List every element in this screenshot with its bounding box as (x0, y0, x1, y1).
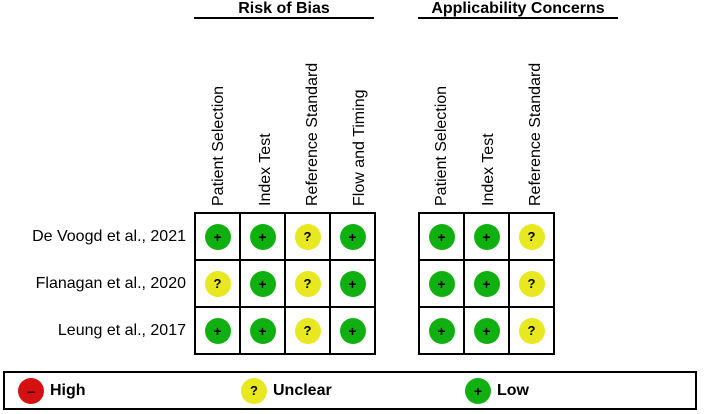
low-risk-icon: + (249, 223, 276, 250)
table-row: + +? (418, 259, 555, 308)
unclear-risk-icon: ? (204, 270, 231, 297)
col-risk-patient-selection: Patient Selection (210, 85, 227, 206)
legend-high: – High (18, 378, 86, 404)
assessment-cell: + (463, 212, 510, 261)
assessment-cell: + (463, 259, 510, 308)
unclear-risk-icon: ? (294, 270, 321, 297)
low-risk-icon: + (473, 317, 500, 344)
unclear-risk-icon: ? (518, 223, 545, 250)
legend: – High ? Unclear + Low (3, 371, 697, 410)
study-label: Flanagan et al., 2020 (35, 275, 186, 292)
unclear-risk-icon: ? (294, 223, 321, 250)
col-app-reference-standard: Reference Standard (527, 62, 544, 206)
low-risk-icon: + (339, 317, 366, 344)
legend-low: + Low (465, 378, 529, 404)
risk-of-bias-rule (194, 17, 374, 19)
low-risk-icon: + (473, 270, 500, 297)
assessment-cell: + (418, 306, 465, 355)
assessment-cell: + (418, 212, 465, 261)
assessment-cell: ? (194, 259, 241, 308)
risk-of-bias-header: Risk of Bias (238, 0, 330, 17)
low-risk-icon: + (339, 270, 366, 297)
table-row: + +? + (194, 212, 376, 261)
legend-unclear-label: Unclear (273, 382, 332, 399)
legend-low-label: Low (497, 382, 529, 399)
col-app-patient-selection: Patient Selection (433, 85, 450, 206)
low-risk-icon: + (473, 223, 500, 250)
legend-high-label: High (50, 382, 86, 399)
assessment-cell: + (329, 306, 376, 355)
unclear-risk-icon: ? (241, 378, 267, 404)
assessment-cell: + (418, 259, 465, 308)
assessment-cell: + (239, 306, 286, 355)
applicability-header: Applicability Concerns (431, 0, 605, 17)
assessment-cell: + (194, 306, 241, 355)
assessment-cell: + (329, 212, 376, 261)
unclear-risk-icon: ? (518, 317, 545, 344)
low-risk-icon: + (428, 223, 455, 250)
study-label: De Voogd et al., 2021 (32, 228, 186, 245)
applicability-grid: + +? + +? + +? (418, 212, 555, 355)
assessment-cell: + (329, 259, 376, 308)
risk-of-bias-grid: + +? +? +? + + +? + (194, 212, 376, 355)
table-row: ? +? + (194, 259, 376, 308)
assessment-cell: ? (284, 212, 331, 261)
applicability-rule (418, 17, 618, 19)
unclear-risk-icon: ? (294, 317, 321, 344)
col-app-index-test: Index Test (480, 133, 497, 206)
assessment-cell: + (194, 212, 241, 261)
study-label: Leung et al., 2017 (57, 322, 186, 339)
col-risk-flow-timing: Flow and Timing (351, 89, 368, 207)
col-risk-index-test: Index Test (257, 133, 274, 206)
unclear-risk-icon: ? (518, 270, 545, 297)
low-risk-icon: + (428, 270, 455, 297)
assessment-cell: + (239, 212, 286, 261)
low-risk-icon: + (428, 317, 455, 344)
table-row: + +? (418, 306, 555, 355)
low-risk-icon: + (339, 223, 366, 250)
assessment-cell: ? (508, 306, 555, 355)
assessment-cell: ? (284, 306, 331, 355)
low-risk-icon: + (249, 270, 276, 297)
low-risk-icon: + (465, 378, 491, 404)
low-risk-icon: + (204, 317, 231, 344)
assessment-cell: ? (284, 259, 331, 308)
table-row: + +? (418, 212, 555, 261)
assessment-cell: ? (508, 259, 555, 308)
table-row: + +? + (194, 306, 376, 355)
high-risk-icon: – (18, 378, 44, 404)
assessment-cell: + (463, 306, 510, 355)
assessment-cell: + (239, 259, 286, 308)
low-risk-icon: + (204, 223, 231, 250)
col-risk-reference-standard: Reference Standard (304, 62, 321, 206)
assessment-cell: ? (508, 212, 555, 261)
low-risk-icon: + (249, 317, 276, 344)
legend-unclear: ? Unclear (241, 378, 332, 404)
